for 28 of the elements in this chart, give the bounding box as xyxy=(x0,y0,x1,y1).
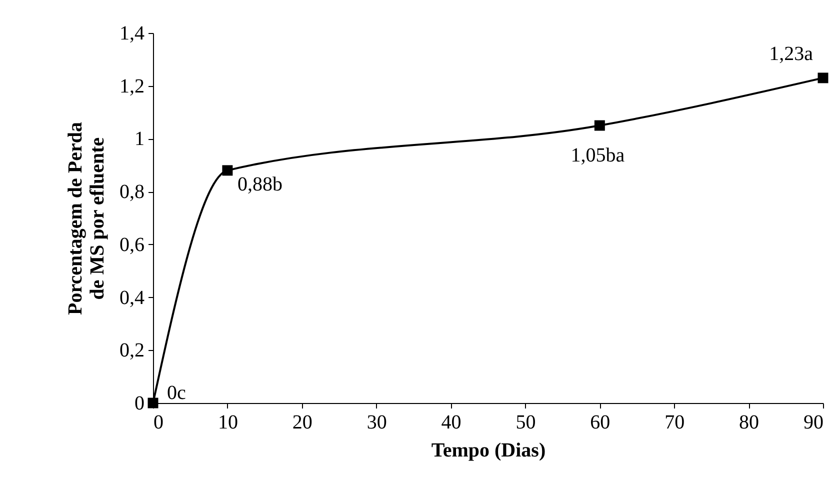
point xyxy=(594,120,605,131)
point xyxy=(148,398,158,408)
point xyxy=(818,72,828,84)
x-axis-title: Tempo (Dias) xyxy=(431,440,546,462)
x-tick-label: 40 xyxy=(441,412,462,434)
y-tick-label: 0,4 xyxy=(120,286,144,309)
annotation: 1,23a xyxy=(769,42,814,65)
y-tick-label: 0,8 xyxy=(120,181,144,204)
x-tick-label: 30 xyxy=(366,412,387,434)
y-tick-label: 0 xyxy=(134,392,144,414)
annotation: 0c xyxy=(167,382,186,404)
y-tick-label: 1,2 xyxy=(120,75,144,98)
x-tick-label: 10 xyxy=(218,412,238,434)
y-tick-label: 0,6 xyxy=(120,234,144,256)
y-tick-label: 1,4 xyxy=(120,22,144,44)
x-tick-label: 20 xyxy=(292,412,312,434)
y-axis-title: Porcentagem de Perda de MS por efluente xyxy=(64,122,108,315)
y-tick-label: 0,2 xyxy=(120,340,144,362)
annotation: 1,05ba xyxy=(570,144,625,166)
x-tick-label: 50 xyxy=(516,412,536,434)
x-tick-label: 90 xyxy=(804,412,824,434)
y-tick-label: 1 xyxy=(134,128,144,150)
x-tick-label: 80 xyxy=(739,412,760,434)
x-tick-label: 70 xyxy=(664,412,685,434)
x-tick-label: 60 xyxy=(590,412,610,434)
point xyxy=(222,165,233,176)
x-tick-label: 0 xyxy=(154,412,164,434)
annotation: 0,88b xyxy=(237,173,282,196)
